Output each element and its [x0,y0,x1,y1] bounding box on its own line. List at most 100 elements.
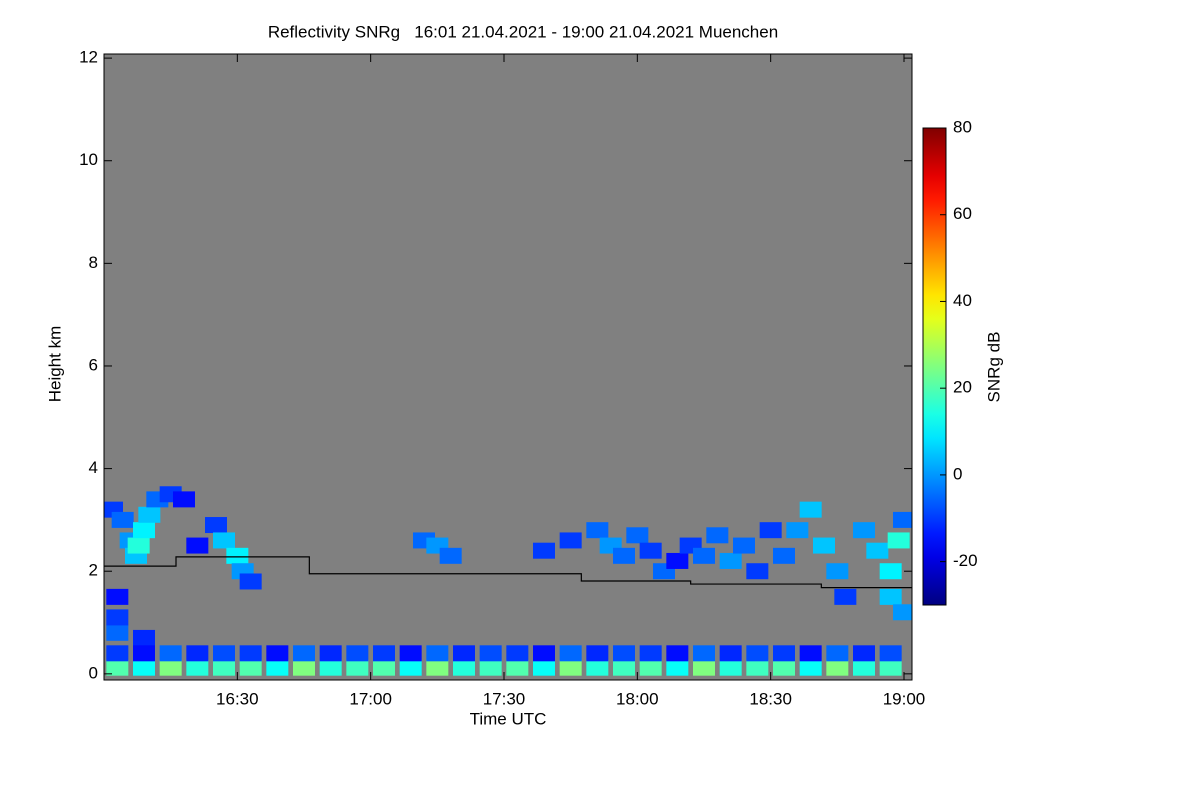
echo-cell [205,517,227,534]
echo-cell [746,563,769,580]
echo-cell [453,659,475,676]
echo-cell [173,491,195,508]
echo-cell [759,522,782,539]
echo-cell [111,511,134,528]
echo-cell [773,645,795,662]
echo-cell [559,645,582,662]
y-tick-label: 10 [79,150,98,169]
echo-cell [159,659,182,676]
x-tick-label: 18:00 [616,689,659,708]
echo-cell [133,629,155,646]
echo-cell [799,659,822,676]
colorbar [922,127,947,606]
echo-cell [319,645,342,662]
echo-cell [613,659,635,676]
echo-cell [773,547,795,564]
echo-cell [639,659,662,676]
boundary-line [104,556,912,589]
echo-cell [879,588,902,605]
echo-cell [693,547,715,564]
x-tick-label: 16:30 [216,689,259,708]
colorbar-tick-label: 0 [953,464,962,483]
colorbar-tick-label: -20 [953,551,978,570]
echo-cell [786,522,809,539]
echo-cell [719,552,742,569]
colorbar-tick-label: 80 [953,117,972,136]
echo-cell [533,659,555,676]
echo-cell [613,547,635,564]
colorbar-tick-label: 20 [953,378,972,397]
echo-cell [866,542,889,559]
echo-cell [706,527,729,544]
echo-cell [887,532,910,549]
echo-cell [773,659,795,676]
colorbar-label: SNRg dB [984,332,1003,403]
y-tick-label: 4 [89,458,98,477]
echo-cell [799,501,822,518]
echo-cell [239,573,262,590]
echo-cell [693,645,715,662]
y-axis-label: Height km [45,326,64,403]
echo-cell [666,645,689,662]
echo-cell [399,645,422,662]
echo-cell [426,659,449,676]
y-tick-label: 2 [89,561,98,580]
plot-area [104,54,912,680]
echo-cell [399,659,422,676]
echo-cell [346,645,369,662]
y-tick-label: 0 [89,663,98,682]
echo-cell [266,645,289,662]
echo-cell [733,537,755,554]
y-tick-label: 8 [89,253,98,272]
echo-cell [133,522,155,539]
echo-cell [746,645,769,662]
echo-cell [586,522,609,539]
echo-cell [159,645,182,662]
echo-cell [293,645,315,662]
echo-cell [106,659,129,676]
echo-cell [239,659,262,676]
echo-cell [586,645,609,662]
echo-cell [626,527,649,544]
echo-cell [453,645,475,662]
echo-cell [826,563,849,580]
chart-title: Reflectivity SNRg 16:01 21.04.2021 - 19:… [268,22,778,41]
echo-cell [559,532,582,549]
echo-cell [213,645,235,662]
echo-cell [834,588,857,605]
echo-cell [106,645,129,662]
echo-cell [719,645,742,662]
echo-cell [506,645,529,662]
echo-cell [746,659,769,676]
echo-cell [373,659,395,676]
echo-cell [586,659,609,676]
echo-cell [266,659,289,676]
echo-cell [213,659,235,676]
echo-cell [666,659,689,676]
echo-cell [533,645,555,662]
y-tick-label: 12 [79,48,98,67]
echo-cell [879,659,902,676]
echo-cell [879,563,902,580]
echo-cell [893,511,912,528]
echo-cell [479,645,502,662]
echo-cell [133,645,155,662]
echo-cell [106,588,129,605]
echo-cell [127,537,150,554]
y-tick-label: 6 [89,355,98,374]
echo-cell [879,645,902,662]
echo-cell [186,659,209,676]
echo-cell [853,522,875,539]
echo-cell [826,645,849,662]
x-tick-label: 17:00 [349,689,392,708]
x-tick-label: 19:00 [883,689,926,708]
echo-cell [133,659,155,676]
echo-cell [213,532,235,549]
echo-cell [719,659,742,676]
echo-cell [853,645,875,662]
echo-cell [639,645,662,662]
echo-cell [533,542,555,559]
echo-cell [319,659,342,676]
cells-layer [104,486,912,676]
